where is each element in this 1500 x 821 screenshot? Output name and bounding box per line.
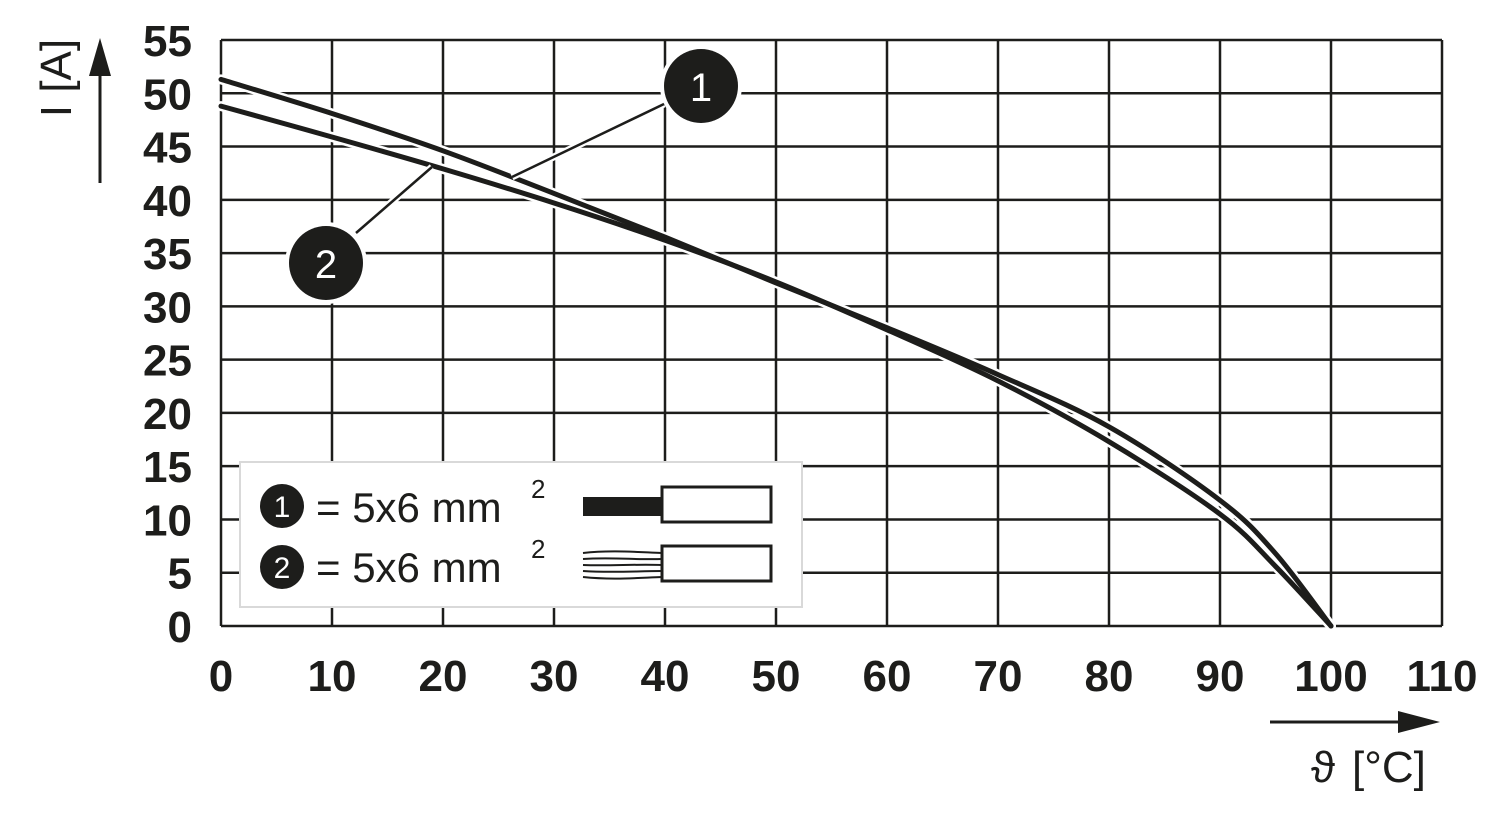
x-tick-labels: 0 10 20 30 40 50 60 70 80 90 100 110	[209, 652, 1478, 701]
callout-1: 1	[510, 45, 742, 181]
x-tick-label-60: 60	[863, 652, 912, 701]
y-tick-label-50: 50	[143, 70, 192, 119]
callout-1-leader	[511, 102, 665, 179]
x-tick-label-100: 100	[1294, 652, 1367, 701]
callout-2-marker	[289, 226, 363, 300]
legend-sup-1: 2	[531, 474, 545, 504]
x-axis-label-group: ϑ [°C]	[1270, 711, 1440, 792]
y-tick-label-20: 20	[143, 390, 192, 439]
callout-2-label: 2	[315, 243, 337, 287]
x-axis-label-unit: [°C]	[1352, 743, 1426, 792]
y-tick-label-40: 40	[143, 177, 192, 226]
x-tick-label-110: 110	[1407, 652, 1478, 701]
legend-label-2: = 5x6 mm	[316, 544, 502, 591]
legend-sup-2: 2	[531, 534, 545, 564]
legend-entry-2: 2 = 5x6 mm 2	[260, 534, 773, 591]
ferrule-2-icon	[660, 544, 773, 583]
y-tick-label-55: 55	[143, 17, 192, 66]
legend-marker-2	[260, 545, 304, 589]
x-tick-label-10: 10	[308, 652, 357, 701]
x-tick-label-70: 70	[974, 652, 1023, 701]
x-tick-label-20: 20	[419, 652, 468, 701]
x-tick-label-30: 30	[530, 652, 579, 701]
x-tick-label-80: 80	[1085, 652, 1134, 701]
x-axis-label-symbol: ϑ	[1311, 743, 1335, 792]
y-tick-label-10: 10	[143, 496, 192, 545]
series-2-line	[218, 103, 1334, 629]
grid	[219, 38, 1444, 628]
callout-1-label: 1	[690, 66, 712, 110]
y-tick-label-0: 0	[168, 603, 192, 652]
x-axis-arrow-head	[1398, 711, 1440, 733]
y-tick-label-30: 30	[143, 283, 192, 332]
callout-2: 2	[285, 164, 435, 304]
callout-1-marker	[664, 49, 738, 123]
y-tick-label-35: 35	[143, 230, 192, 279]
ferrule-1-icon	[660, 485, 773, 524]
legend-label-1: = 5x6 mm	[316, 484, 502, 531]
curves	[216, 74, 1336, 631]
y-axis-label-group: I [A]	[32, 38, 111, 183]
legend-marker-1-label: 1	[274, 491, 291, 524]
x-tick-label-90: 90	[1196, 652, 1245, 701]
legend-marker-1	[260, 484, 304, 528]
legend-marker-2-label: 2	[274, 552, 291, 585]
callout-2-leader	[355, 166, 433, 234]
y-axis-label: I [A]	[32, 39, 81, 117]
x-tick-label-40: 40	[641, 652, 690, 701]
stranded-conductor-icon	[582, 550, 663, 580]
y-tick-label-15: 15	[143, 443, 192, 492]
y-tick-label-45: 45	[143, 124, 192, 173]
y-tick-label-5: 5	[168, 550, 192, 599]
y-axis-arrow-head	[89, 38, 111, 76]
legend-entry-1: 1 = 5x6 mm 2	[260, 474, 773, 531]
solid-conductor-icon	[583, 497, 663, 516]
x-tick-label-50: 50	[752, 652, 801, 701]
x-tick-label-0: 0	[209, 652, 233, 701]
y-tick-label-25: 25	[143, 337, 192, 386]
legend: 1 = 5x6 mm 2 2 = 5x6 mm 2	[239, 461, 803, 608]
